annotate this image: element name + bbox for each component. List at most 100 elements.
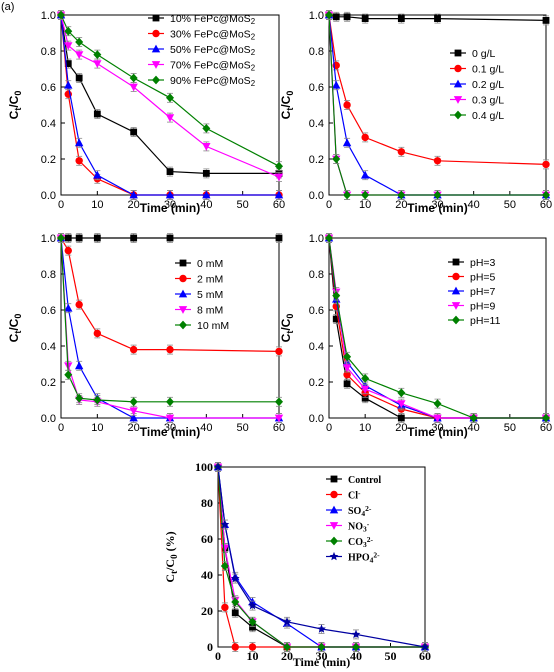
data-point [433,399,442,408]
x-tick-label: 20 [395,422,407,434]
data-point [351,629,361,639]
chart-panel-4: 0 10 20 30 40 50 60 0.0 0.2 0.4 0.6 0.8 1.0 Time (min… [279,233,552,439]
legend-entry-part: 2 [251,33,255,42]
x-tick-label: 30 [164,422,176,434]
data-point [57,233,65,243]
legend-marker [178,289,188,298]
legend-entry-part: 5 mM [197,289,223,301]
legend-entry-part: 8 mM [197,305,223,317]
data-point [57,10,65,20]
y-axis-label-part: C [163,574,177,583]
y-tick-label: 0.0 [309,413,324,425]
data-point [352,642,360,652]
x-tick-label: 40 [200,422,212,434]
x-tick-label: 20 [395,199,407,211]
data-point [361,394,369,402]
legend-marker [329,551,339,561]
legend-entry-part: 2 [251,17,255,26]
legend-entry: 0.4 g/L [472,110,504,122]
legend-entry: pH=7 [470,286,496,298]
data-point [93,234,101,242]
y-axis-label: Ct/C0 [7,91,23,120]
series-line [217,466,425,648]
y-axis-label-part: C [7,333,21,342]
x-tick-label: 20 [281,649,293,663]
legend-entry: HPO42- [348,550,380,565]
y-tick-label: 0.8 [309,269,324,281]
data-point [397,190,406,200]
legend-entry: 30% FePc@MoS2 [170,29,255,42]
y-tick-label: 0 [207,640,213,654]
x-tick-label: 0 [58,199,64,211]
series-1 [325,233,550,423]
data-point [93,329,102,338]
data-point [166,168,174,175]
legend-entry-part: NO [348,522,363,533]
data-point [165,414,175,423]
data-point [75,157,83,165]
data-point [129,407,138,416]
x-tick-label: 10 [359,422,371,434]
x-tick-label: 0 [326,199,332,211]
series-5 [57,10,283,172]
data-point [64,246,72,255]
data-point [64,80,73,89]
legend-marker [152,29,160,38]
data-point [93,110,101,118]
data-point [202,170,210,177]
legend-marker [330,536,338,546]
y-tick-label: 1.0 [41,10,56,22]
data-point [93,50,102,59]
data-point [129,83,138,92]
legend-entry-part: pH=11 [470,315,501,327]
legend-entry-part: 10 mM [197,320,229,332]
series-1 [325,10,550,26]
data-point [325,10,333,20]
legend-entry-part: 0 g/L [472,48,496,60]
legend-entry-part: 2- [365,504,372,513]
data-point [74,51,84,59]
data-point [332,80,341,89]
series-2 [214,462,429,652]
legend-entry: 50% FePc@MoS2 [170,44,255,57]
y-axis-label-part: /C [279,318,293,330]
legend-entry: CO32- [348,535,374,550]
data-point [75,37,84,47]
legend: 0 mM 2 mM 5 mM 8 mM 10 mM [175,258,229,332]
legend-entry-part: pH=7 [470,286,496,298]
data-point [230,574,240,583]
data-point [332,13,340,21]
legend-entry-part: 0 mM [197,258,223,270]
x-tick-label: 30 [431,199,443,211]
y-tick-label: 1.0 [309,233,324,245]
y-axis-label-part: /C [7,95,21,107]
y-tick-label: 0.6 [309,82,324,94]
x-tick-label: 10 [91,422,103,434]
legend-entry: Cl- [348,488,361,501]
y-axis-label-part: 0 [169,554,179,559]
data-point [202,124,211,133]
legend-marker [451,302,461,310]
legend-entry-part: 50% FePc@MoS [170,44,251,56]
data-point [64,370,73,380]
legend-entry: 70% FePc@MoS2 [170,60,255,73]
data-point [361,15,369,22]
data-point [93,395,102,405]
y-axis-label-part: /C [279,95,293,107]
x-tick-label: 40 [468,422,480,434]
data-point [75,393,84,403]
series-4 [324,233,551,423]
data-point [397,414,405,422]
y-axis-label-part: t [285,108,295,111]
series-6 [213,462,430,652]
legend-marker [330,490,338,499]
y-axis-label-part: C [7,110,21,119]
x-axis-label: Time (min) [407,201,467,215]
y-tick-label: 0.6 [309,305,324,317]
x-tick-label: 40 [468,199,480,211]
data-point [317,624,326,633]
data-point [129,413,138,422]
data-point [343,371,351,379]
legend-entry: pH=9 [470,301,496,313]
legend-entry-part: 4 [361,509,365,518]
